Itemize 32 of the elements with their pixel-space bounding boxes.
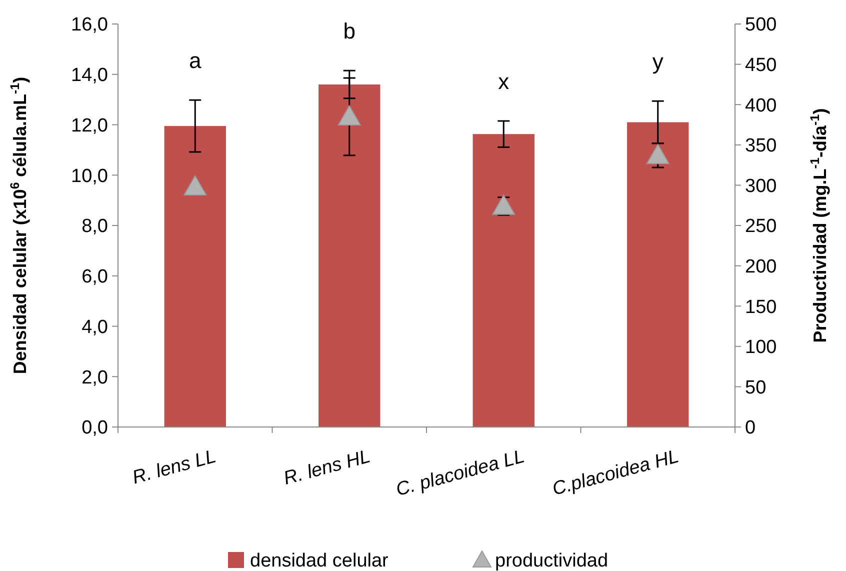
y-tick-label: 12,0 [71,115,108,136]
x-tick-label: R. lens HL [281,446,373,490]
y2-tick-label: 200 [745,256,777,278]
y2-tick-label: 350 [745,136,777,157]
y2-tick-label: 0 [745,418,756,439]
point [184,175,207,196]
x-tick-label: R. lens LL [130,446,218,489]
y2-tick-label: 150 [745,296,777,318]
annotation: y [652,49,664,74]
point [338,105,361,126]
y2-tick-label: 50 [745,377,766,398]
y2-tick-label: 300 [745,176,777,197]
y2-tick-label: 250 [745,216,777,238]
y-tick-label: 0,0 [82,418,108,439]
y2-tick-label: 100 [745,337,777,358]
annotation: b [343,18,356,44]
y-tick-label: 10,0 [71,166,108,187]
legend-label: densidad celular [250,550,390,571]
point [492,194,516,215]
y-tick-label: 6,0 [82,266,108,288]
y2-tick-label: 450 [745,54,777,76]
point [646,144,670,164]
y2-tick-label: 500 [745,14,777,36]
annotation: x [498,68,510,94]
legend-label: productividad [495,550,608,571]
y-tick-label: 14,0 [71,65,108,86]
y-tick-label: 4,0 [82,316,108,338]
y-tick-label: 16,0 [71,14,108,36]
y-tick-label: 8,0 [82,216,108,238]
annotation: a [189,48,202,74]
y-tick-label: 2,0 [82,367,108,388]
y2-tick-label: 400 [745,95,777,116]
